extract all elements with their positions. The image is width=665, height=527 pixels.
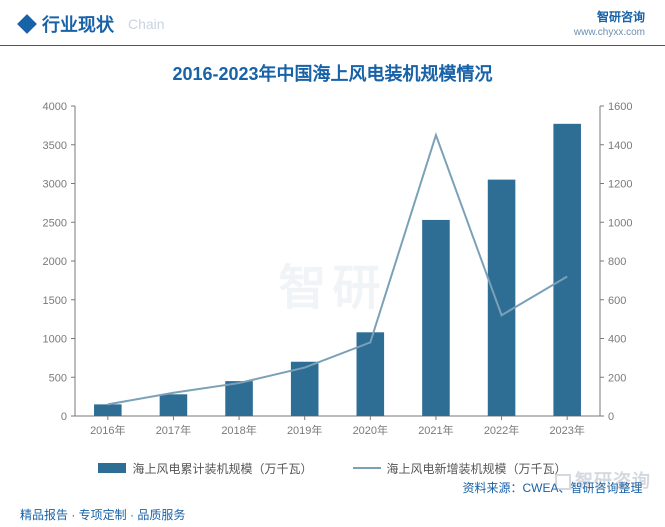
brand-block: 智研咨询 www.chyxx.com <box>574 10 645 39</box>
svg-text:1500: 1500 <box>43 294 67 306</box>
svg-text:1400: 1400 <box>608 139 632 151</box>
svg-text:4000: 4000 <box>43 101 67 113</box>
legend-line-label: 海上风电新增装机规模（万千瓦） <box>387 460 567 477</box>
brand-url: www.chyxx.com <box>574 26 645 39</box>
legend-line-icon <box>353 467 381 469</box>
svg-text:1000: 1000 <box>608 217 632 229</box>
svg-text:2023年: 2023年 <box>549 423 584 437</box>
svg-text:500: 500 <box>49 372 67 384</box>
svg-text:600: 600 <box>608 294 626 306</box>
header-left: 行业现状 Chain <box>20 11 165 37</box>
chart-area: 智研 0500100015002000250030003500400002004… <box>20 96 645 456</box>
legend-bar-label: 海上风电累计装机规模（万千瓦） <box>132 460 312 477</box>
svg-text:0: 0 <box>608 411 614 423</box>
svg-text:3500: 3500 <box>43 139 67 151</box>
svg-text:2000: 2000 <box>43 256 67 268</box>
svg-text:2020年: 2020年 <box>353 423 388 437</box>
svg-text:800: 800 <box>608 256 626 268</box>
svg-text:2019年: 2019年 <box>287 423 322 437</box>
section-title: 行业现状 <box>42 11 114 37</box>
svg-text:2022年: 2022年 <box>484 423 519 437</box>
section-subtitle: Chain <box>128 16 165 32</box>
legend-bar-icon <box>98 463 126 473</box>
svg-text:3000: 3000 <box>43 178 67 190</box>
brand-name: 智研咨询 <box>574 10 645 26</box>
footer-text: 精品报告 · 专项定制 · 品质服务 <box>0 502 665 527</box>
chart-title: 2016-2023年中国海上风电装机规模情况 <box>0 60 665 86</box>
svg-text:2016年: 2016年 <box>90 423 125 437</box>
svg-text:2018年: 2018年 <box>221 423 256 437</box>
legend-bar-item: 海上风电累计装机规模（万千瓦） <box>98 460 312 477</box>
legend: 海上风电累计装机规模（万千瓦） 海上风电新增装机规模（万千瓦） <box>20 460 645 477</box>
legend-line-item: 海上风电新增装机规模（万千瓦） <box>353 460 567 477</box>
svg-text:1000: 1000 <box>43 333 67 345</box>
svg-text:400: 400 <box>608 333 626 345</box>
header-bar: 行业现状 Chain 智研咨询 www.chyxx.com <box>0 0 665 46</box>
svg-text:1200: 1200 <box>608 178 632 190</box>
svg-text:2500: 2500 <box>43 217 67 229</box>
svg-text:0: 0 <box>61 411 67 423</box>
svg-text:1600: 1600 <box>608 101 632 113</box>
svg-text:200: 200 <box>608 372 626 384</box>
diamond-icon <box>17 14 37 34</box>
svg-text:2021年: 2021年 <box>418 423 453 437</box>
source-text: 资料来源：CWEA、智研咨询整理 <box>13 479 653 496</box>
chart-svg: 0 500 1000 1500 2000 2500 3000 3500 4000 0 200 400 6… <box>20 96 645 456</box>
svg-text:2017年: 2017年 <box>156 423 191 437</box>
